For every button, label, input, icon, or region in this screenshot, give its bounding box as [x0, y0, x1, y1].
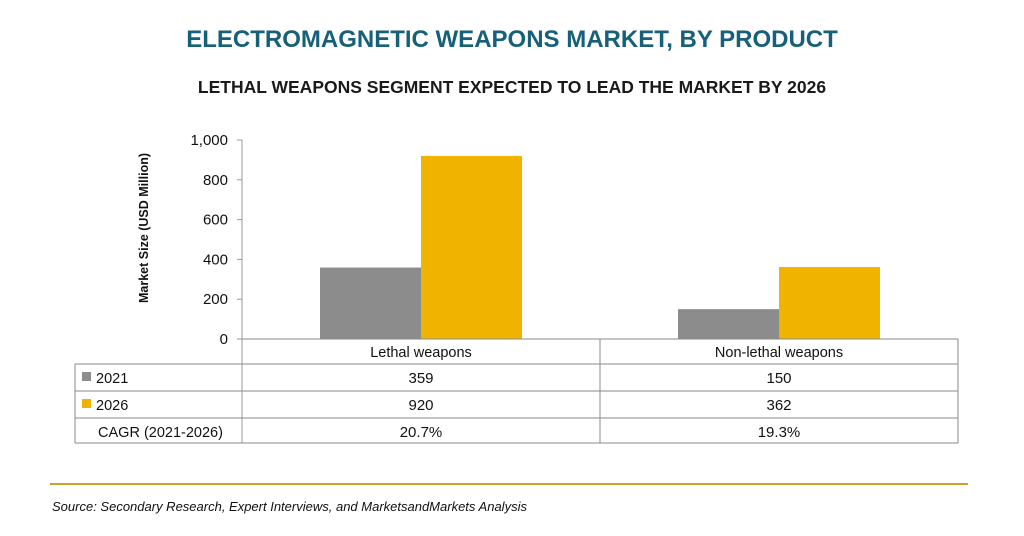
- y-tick-label: 800: [203, 172, 228, 189]
- y-axis-label: Market Size (USD Million): [137, 153, 151, 303]
- y-tick-label: 0: [220, 331, 228, 348]
- chart-title: ELECTROMAGNETIC WEAPONS MARKET, BY PRODU…: [186, 26, 838, 53]
- bar-2026-1: [779, 266, 880, 339]
- legend-swatch-2026: [82, 399, 91, 408]
- source-note: Source: Secondary Research, Expert Inter…: [52, 499, 527, 514]
- y-tick-label: 400: [203, 251, 228, 268]
- legend-swatch-2021: [82, 372, 91, 381]
- chart: Market Size (USD Million) 0 200 400 600 800 1…: [74, 132, 959, 444]
- bar-2021-0: [320, 267, 421, 339]
- category-label: Non-lethal weapons: [715, 345, 843, 361]
- source-divider: [50, 483, 968, 485]
- category-label: Lethal weapons: [370, 345, 472, 361]
- data-label: 150: [766, 370, 791, 387]
- bar-2026-0: [421, 155, 522, 339]
- bar-2021-1: [678, 309, 779, 339]
- data-label: 362: [766, 397, 791, 414]
- row-label: 2021: [96, 371, 128, 387]
- chart-subtitle: LETHAL WEAPONS SEGMENT EXPECTED TO LEAD …: [197, 77, 827, 97]
- data-label: 920: [408, 397, 433, 414]
- row-label: CAGR (2021-2026): [98, 425, 223, 441]
- row-label: 2026: [96, 398, 128, 414]
- data-label: 359: [408, 370, 433, 387]
- data-label: 19.3%: [758, 424, 801, 441]
- y-tick-label: 1,000: [190, 132, 228, 149]
- y-tick-label: 600: [203, 212, 228, 229]
- y-tick-label: 200: [203, 291, 228, 308]
- data-label: 20.7%: [400, 424, 443, 441]
